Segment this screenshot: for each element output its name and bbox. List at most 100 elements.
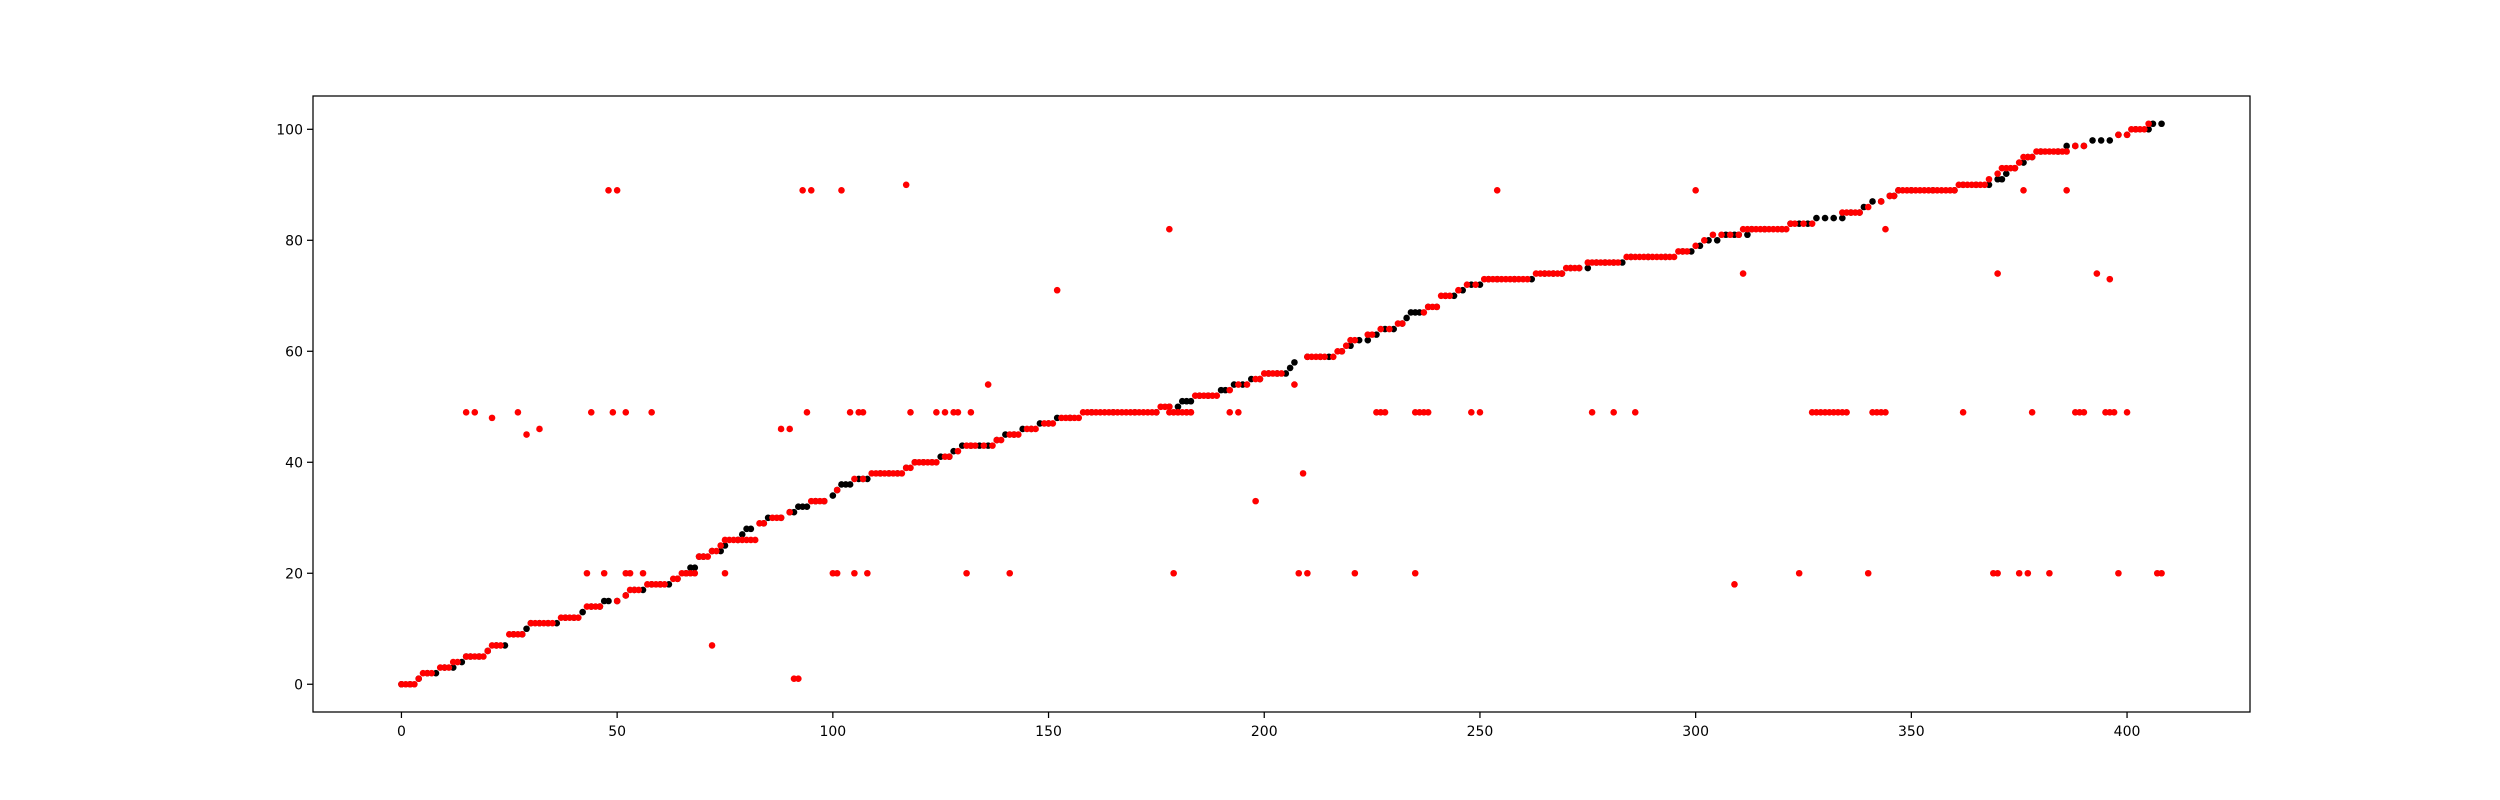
data-point [622,592,630,599]
data-point [2002,170,2010,177]
data-point [1252,497,1259,505]
data-point [1166,225,1173,233]
data-point [1226,386,1234,394]
data-point [738,531,746,538]
data-point [1398,320,1406,327]
data-point [1994,170,2001,177]
data-point [2158,120,2165,128]
data-point [1877,198,1885,205]
data-point [2093,270,2101,277]
data-point [605,187,612,194]
data-point [1890,192,1898,200]
data-point [1420,309,1428,316]
data-point [1174,403,1182,411]
x-tick-label: 400 [2114,724,2141,740]
data-point [1329,353,1337,361]
data-point [971,442,979,449]
data-point [1670,253,1678,261]
data-point [1342,342,1350,350]
data-point [1174,409,1182,416]
y-axis-ticks: 0 20 40 60 80 100 [276,122,313,693]
data-point [2015,569,2023,577]
data-point [613,597,621,605]
data-point [1558,270,1566,277]
data-point [579,608,586,616]
data-point [1739,270,1747,277]
data-point [575,614,582,621]
data-point [1951,187,1958,194]
data-point [1411,569,1419,577]
data-point [838,187,845,194]
data-point [980,442,988,449]
data-point [1032,425,1039,433]
x-tick-label: 50 [608,724,626,740]
data-point [2158,569,2165,577]
data-point [605,597,612,605]
data-point [2046,569,2053,577]
data-point [1864,203,1872,211]
data-point [600,569,608,577]
data-point [859,475,867,483]
data-point [1610,409,1617,416]
data-point [622,409,630,416]
data-point [708,642,716,649]
data-point [1744,231,1751,239]
data-point [488,414,496,422]
data-point [674,575,681,583]
data-point [907,409,914,416]
data-point [833,569,841,577]
data-point [2106,275,2114,283]
axes-frame [312,95,2251,713]
data-point [1304,569,1311,577]
x-tick-label: 350 [1898,724,1925,740]
data-point [1368,331,1376,338]
data-point [635,586,643,594]
data-point [997,436,1005,444]
data-point [2115,569,2122,577]
data-point [1882,225,1889,233]
data-point [1446,292,1454,300]
data-point [1377,325,1385,333]
data-point [1291,381,1298,388]
data-point [1433,303,1441,311]
data-point [946,453,953,461]
data-point [941,409,949,416]
data-point [411,680,418,688]
data-point [1321,353,1328,361]
data-point [1813,214,1820,222]
data-point [833,486,841,494]
data-point [954,409,962,416]
data-point [1153,409,1160,416]
data-point [721,569,729,577]
data-point [428,669,435,677]
data-point [587,409,595,416]
data-point [2106,137,2114,144]
data-point [1994,270,2001,277]
data-point [1455,286,1462,294]
data-point [1006,569,1014,577]
data-point [760,520,768,527]
data-point [829,492,837,499]
data-point [1278,370,1285,377]
data-point [1015,431,1022,438]
data-point [777,514,785,522]
data-point [1713,236,1721,244]
data-point [1683,248,1691,255]
data-point [1843,409,1850,416]
data-point [1709,231,1717,239]
data-point [1808,220,1816,227]
data-point [1351,569,1359,577]
data-point [1830,214,1837,222]
data-point [1821,214,1829,222]
data-point [989,442,996,449]
data-point [803,503,811,510]
data-point [803,409,811,416]
data-point [1476,409,1484,416]
data-point [1049,420,1057,427]
data-point [2110,409,2118,416]
data-point [2020,187,2027,194]
data-point [1869,198,1876,205]
data-point [864,569,871,577]
